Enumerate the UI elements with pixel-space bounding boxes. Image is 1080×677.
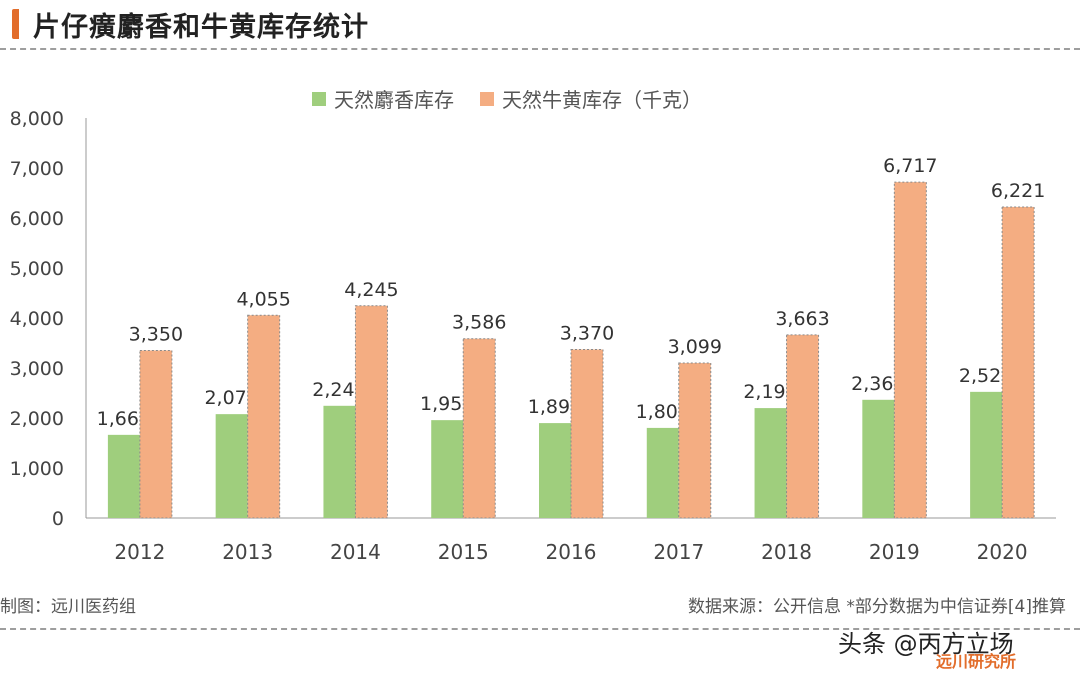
- data-label-bezoar: 3,350: [129, 324, 183, 346]
- data-label-musk: 1,663: [97, 408, 151, 430]
- bar-musk: [646, 427, 679, 518]
- y-tick-label: 6,000: [10, 208, 64, 230]
- bar-bezoar: [570, 349, 604, 519]
- x-tick-label: 2019: [869, 540, 920, 564]
- bar-musk: [862, 399, 895, 518]
- chart-title-bar: 片仔癀麝香和牛黄库存统计: [12, 6, 369, 43]
- data-label-musk: 1,802: [636, 401, 690, 423]
- legend-item-bezoar: 天然牛黄库存（千克）: [480, 84, 702, 113]
- data-label-musk: 2,523: [959, 365, 1013, 387]
- data-label-musk: 1,898: [528, 396, 582, 418]
- bar-bezoar: [139, 350, 173, 519]
- y-tick-label: 2,000: [10, 408, 64, 430]
- data-label-bezoar: 6,717: [883, 155, 937, 177]
- bar-bezoar: [893, 181, 927, 519]
- legend-swatch-bezoar: [480, 91, 494, 106]
- data-source: 数据来源：公开信息 *部分数据为中信证券[4]推算: [688, 597, 1066, 617]
- x-tick-label: 2020: [977, 540, 1028, 564]
- top-divider: [0, 48, 1080, 50]
- x-tick-label: 2013: [222, 540, 273, 564]
- title-accent-mark: [12, 9, 19, 39]
- legend-swatch-musk: [312, 91, 326, 106]
- bottom-divider: [0, 628, 1080, 630]
- y-tick-label: 5,000: [10, 258, 64, 280]
- x-tick-label: 2012: [114, 540, 165, 564]
- data-label-musk: 2,244: [312, 379, 366, 401]
- x-tick-label: 2017: [653, 540, 704, 564]
- y-tick-label: 7,000: [10, 158, 64, 180]
- y-tick-label: 3,000: [10, 358, 64, 380]
- bar-bezoar: [462, 338, 496, 519]
- legend-label-bezoar: 天然牛黄库存（千克）: [502, 88, 702, 112]
- x-tick-label: 2015: [438, 540, 489, 564]
- data-label-musk: 1,957: [420, 393, 474, 415]
- bar-bezoar: [247, 314, 281, 519]
- bar-bezoar: [1001, 206, 1035, 519]
- bar-musk: [431, 420, 464, 518]
- x-tick-label: 2014: [330, 540, 381, 564]
- bar-musk: [215, 414, 248, 518]
- data-label-bezoar: 6,221: [991, 180, 1045, 202]
- data-label-bezoar: 3,370: [560, 323, 614, 345]
- chart-credit: 制图：远川医药组: [0, 597, 136, 617]
- watermark-logo: 远川研究所: [936, 652, 1017, 671]
- data-label-musk: 2,364: [851, 373, 905, 395]
- bar-musk: [323, 405, 356, 518]
- data-label-bezoar: 4,245: [344, 279, 398, 301]
- legend-label-musk: 天然麝香库存: [334, 88, 454, 112]
- bar-bezoar: [354, 305, 388, 519]
- watermark-text: 头条 @丙方立场: [838, 630, 1014, 658]
- chart-title: 片仔癀麝香和牛黄库存统计: [33, 11, 369, 43]
- legend: 天然麝香库存 天然牛黄库存（千克）: [312, 84, 728, 113]
- y-tick-label: 1,000: [10, 458, 64, 480]
- data-label-musk: 2,198: [743, 381, 797, 403]
- bar-musk: [539, 423, 571, 518]
- x-tick-label: 2018: [761, 540, 812, 564]
- data-label-bezoar: 3,663: [775, 308, 829, 330]
- bar-musk: [970, 391, 1003, 518]
- y-tick-label: 0: [52, 508, 64, 530]
- data-label-bezoar: 3,099: [668, 336, 722, 358]
- data-label-bezoar: 3,586: [452, 312, 506, 334]
- legend-item-musk: 天然麝香库存: [312, 84, 454, 113]
- bar-musk: [107, 434, 140, 518]
- bar-musk: [754, 408, 787, 518]
- data-label-bezoar: 4,055: [236, 288, 290, 310]
- y-tick-label: 8,000: [10, 108, 64, 130]
- bar-bezoar: [786, 334, 820, 519]
- y-tick-label: 4,000: [10, 308, 64, 330]
- bar-bezoar: [678, 362, 712, 519]
- data-label-musk: 2,077: [204, 387, 258, 409]
- x-tick-label: 2016: [546, 540, 597, 564]
